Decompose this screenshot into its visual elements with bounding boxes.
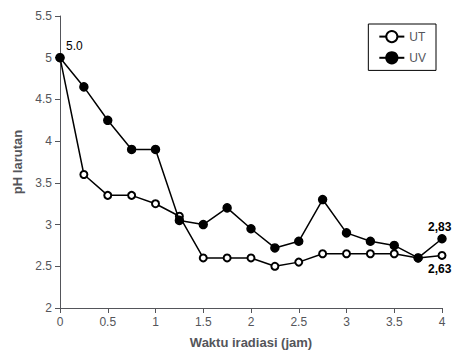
svg-text:1: 1	[152, 315, 159, 329]
svg-text:4: 4	[439, 315, 446, 329]
svg-text:2.5: 2.5	[35, 259, 52, 273]
svg-text:2.5: 2.5	[290, 315, 307, 329]
svg-text:1.5: 1.5	[195, 315, 212, 329]
svg-text:4: 4	[45, 134, 52, 148]
svg-text:3.5: 3.5	[35, 176, 52, 190]
svg-text:2,83: 2,83	[428, 220, 452, 234]
svg-text:3.5: 3.5	[386, 315, 403, 329]
svg-text:2: 2	[248, 315, 255, 329]
svg-text:5: 5	[45, 51, 52, 65]
svg-text:2: 2	[45, 301, 52, 315]
svg-text:3: 3	[343, 315, 350, 329]
svg-text:5.0: 5.0	[66, 39, 83, 53]
svg-text:0.5: 0.5	[99, 315, 116, 329]
svg-text:3: 3	[45, 218, 52, 232]
svg-text:4.5: 4.5	[35, 92, 52, 106]
svg-text:UT: UT	[409, 30, 426, 44]
svg-text:Waktu iradiasi (jam): Waktu iradiasi (jam)	[190, 335, 312, 350]
svg-text:0: 0	[57, 315, 64, 329]
svg-text:5.5: 5.5	[35, 9, 52, 23]
svg-text:UV: UV	[409, 51, 426, 65]
svg-text:2,63: 2,63	[428, 262, 452, 276]
svg-text:pH larutan: pH larutan	[10, 130, 25, 194]
